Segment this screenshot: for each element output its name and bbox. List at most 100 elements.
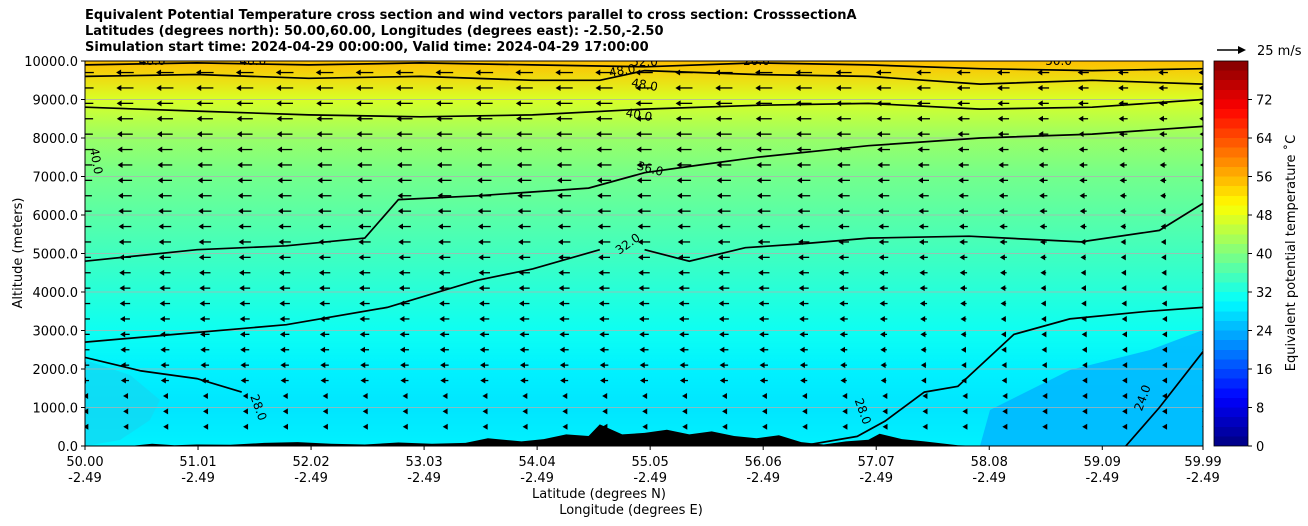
terrain-silhouette (85, 424, 1203, 446)
wind-vector (636, 146, 652, 153)
wind-vector (557, 208, 571, 215)
wind-vector (1122, 362, 1128, 369)
wind-vector (599, 315, 610, 322)
wind-vector (675, 84, 693, 91)
y-tick-label: 6000.0 (33, 209, 79, 224)
wind-vector (636, 131, 652, 138)
wind-vector (477, 177, 492, 184)
x-tick: 55.05-2.49 (632, 446, 669, 486)
wind-vector (1080, 223, 1087, 230)
wind-vector (796, 115, 812, 122)
wind-vector (163, 408, 169, 415)
y-tick-label: 7000.0 (33, 171, 79, 186)
wind-vector (359, 285, 370, 292)
wind-vector (1159, 161, 1167, 168)
y-axis: 0.0 1000.0 2000.0 3000.0 4000.0 5000.0 6000.0 7… (24, 55, 85, 455)
wind-vector (320, 346, 330, 353)
wind-vector (759, 346, 769, 353)
wind-vector (516, 161, 532, 168)
wind-vector (879, 300, 888, 307)
wind-vector (922, 423, 928, 430)
wind-vector (440, 362, 449, 369)
wind-vector (839, 346, 848, 353)
wind-vector (1200, 194, 1203, 198)
wind-vector (715, 84, 733, 91)
wind-vector (596, 177, 612, 184)
wind-vector (876, 131, 891, 138)
wind-vector (398, 254, 411, 261)
wind-vector (239, 269, 251, 276)
wind-vector (602, 392, 608, 399)
wind-vector (1079, 161, 1088, 168)
wind-vector (85, 241, 92, 243)
y-tick: 8000.0 (33, 132, 85, 147)
wind-vector (1002, 408, 1008, 415)
cold-patch-left (85, 360, 160, 446)
wind-vector (236, 131, 253, 138)
x-tick: 59.99-2.49 (1184, 446, 1222, 486)
wind-vector (317, 192, 332, 199)
wind-vector (123, 392, 129, 399)
wind-vector (675, 100, 693, 107)
wind-vector (840, 362, 848, 369)
x-tick: 56.06-2.49 (745, 446, 782, 486)
wind-vector (238, 238, 251, 245)
wind-vector (1000, 315, 1006, 322)
wind-vector (518, 238, 531, 245)
wind-vector (719, 331, 729, 338)
wind-vector (515, 69, 534, 76)
wind-vector (795, 84, 812, 91)
x-tick-label-lon: -2.49 (294, 471, 328, 486)
wind-vector (85, 408, 89, 415)
wind-vector (556, 146, 572, 153)
wind-vector (158, 254, 171, 261)
x-axis: 50.00-2.4951.01-2.4952.02-2.4953.03-2.49… (66, 446, 1222, 486)
wind-vector (639, 315, 649, 322)
wind-vector (118, 238, 132, 245)
wind-vector (318, 269, 331, 276)
wind-vector (562, 408, 568, 415)
wind-vector (836, 115, 851, 122)
wind-vector (196, 84, 214, 91)
wind-vector (677, 208, 691, 215)
y-axis-label: Altitude (meters) (11, 198, 26, 309)
wind-vector (642, 392, 648, 399)
wind-vector (675, 115, 693, 122)
wind-vector (599, 362, 609, 369)
wind-vector (322, 423, 328, 430)
y-tick: 3000.0 (33, 325, 85, 340)
wind-vector (519, 315, 530, 322)
wind-vector (639, 331, 649, 338)
wind-vector (837, 161, 851, 168)
wind-vector (636, 177, 652, 184)
y-tick: 1000.0 (33, 402, 85, 417)
wind-vector (1041, 362, 1047, 369)
y-tick-label: 0.0 (57, 440, 78, 455)
contour-line (1125, 351, 1203, 446)
wind-vector (562, 423, 568, 430)
wind-vector (85, 392, 89, 399)
colorbar-tick-label: 8 (1256, 402, 1264, 417)
wind-vector (1158, 84, 1168, 91)
wind-vector (517, 223, 531, 230)
wind-vector (918, 192, 929, 199)
wind-vector (400, 362, 409, 369)
wind-vector (515, 84, 533, 91)
wind-vector (1162, 346, 1168, 353)
wind-vector (798, 300, 809, 307)
wind-vector (278, 238, 291, 245)
contour-label: 36.0 (635, 159, 664, 179)
wind-vector (197, 146, 213, 153)
wind-vector (159, 315, 170, 322)
wind-vector (838, 269, 849, 276)
contour-label: 52.0 (631, 55, 658, 69)
wind-vector (599, 331, 609, 338)
wind-vector (399, 331, 410, 338)
x-tick-label-lat: 57.07 (858, 455, 895, 470)
wind-vector (322, 408, 328, 415)
wind-vector (759, 377, 768, 384)
wind-vector (676, 161, 692, 168)
wind-vector (838, 223, 850, 230)
wind-vector (399, 315, 410, 322)
wind-vector (877, 146, 890, 153)
